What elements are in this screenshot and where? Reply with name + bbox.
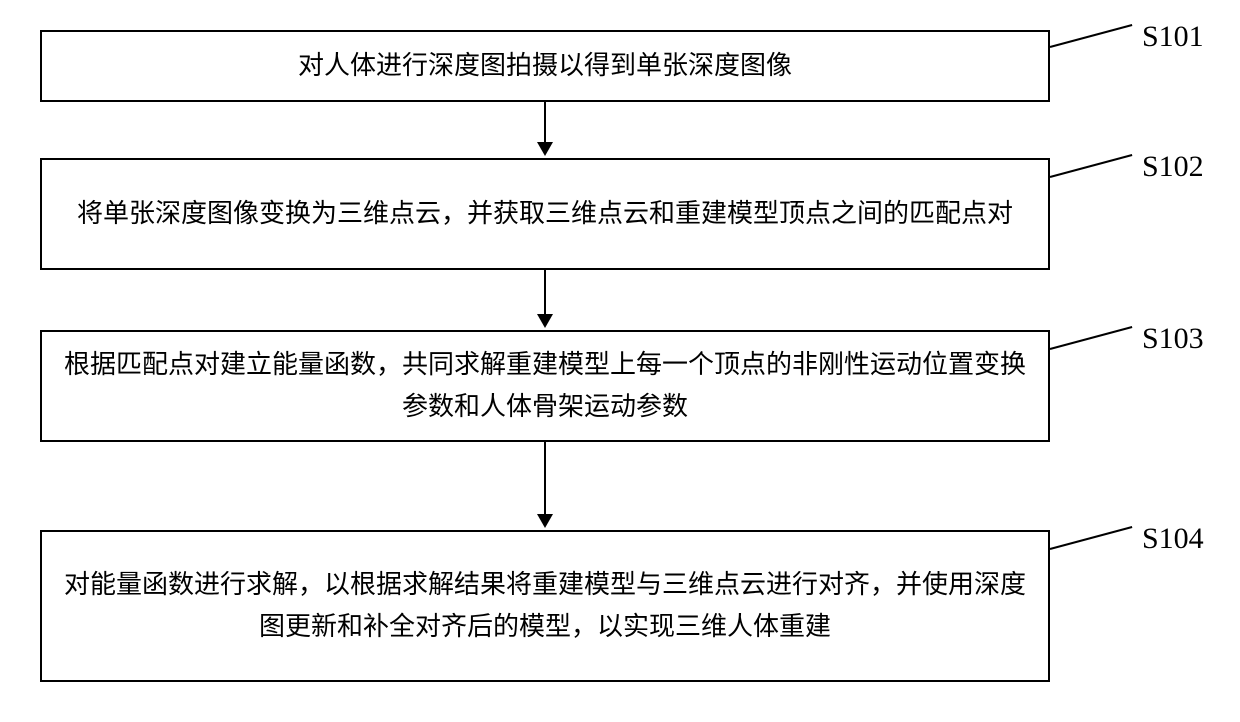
step-label-s101: S101 — [1142, 20, 1204, 54]
step-text: 将单张深度图像变换为三维点云，并获取三维点云和重建模型顶点之间的匹配点对 — [77, 193, 1013, 235]
step-label-s104: S104 — [1142, 522, 1204, 556]
arrow-down-icon — [537, 270, 553, 328]
flowchart-canvas: 对人体进行深度图拍摄以得到单张深度图像 S101 将单张深度图像变换为三维点云，… — [0, 0, 1240, 722]
step-text: 根据匹配点对建立能量函数，共同求解重建模型上每一个顶点的非刚性运动位置变换参数和… — [62, 344, 1028, 427]
step-text: 对能量函数进行求解，以根据求解结果将重建模型与三维点云进行对齐，并使用深度图更新… — [62, 564, 1028, 647]
step-text: 对人体进行深度图拍摄以得到单张深度图像 — [298, 45, 792, 87]
label-connector — [1050, 24, 1133, 48]
arrow-down-icon — [537, 442, 553, 528]
step-label-s102: S102 — [1142, 150, 1204, 184]
arrow-down-icon — [537, 102, 553, 156]
step-box-s101: 对人体进行深度图拍摄以得到单张深度图像 — [40, 30, 1050, 102]
step-box-s103: 根据匹配点对建立能量函数，共同求解重建模型上每一个顶点的非刚性运动位置变换参数和… — [40, 330, 1050, 442]
label-connector — [1050, 154, 1133, 178]
label-connector — [1050, 326, 1133, 350]
step-box-s102: 将单张深度图像变换为三维点云，并获取三维点云和重建模型顶点之间的匹配点对 — [40, 158, 1050, 270]
label-connector — [1050, 526, 1133, 550]
step-label-s103: S103 — [1142, 322, 1204, 356]
step-box-s104: 对能量函数进行求解，以根据求解结果将重建模型与三维点云进行对齐，并使用深度图更新… — [40, 530, 1050, 682]
